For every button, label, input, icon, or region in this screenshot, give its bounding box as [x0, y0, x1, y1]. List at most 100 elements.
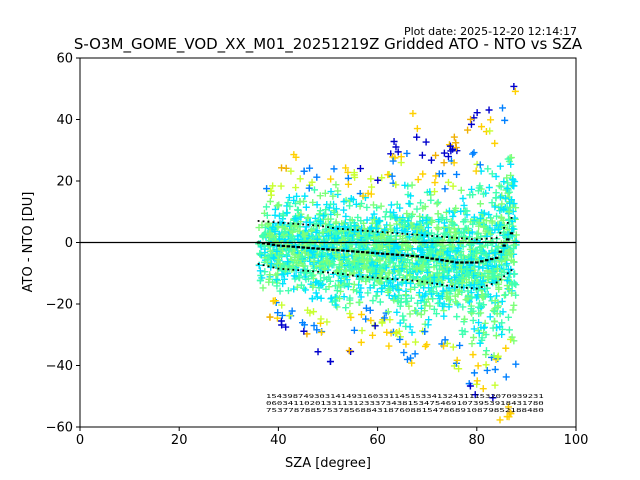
scatter-point: [400, 349, 408, 357]
scatter-point: [440, 269, 448, 277]
scatter-point: [357, 311, 365, 319]
scatter-point: [356, 165, 364, 173]
scatter-point: [417, 264, 425, 272]
scatter-point: [290, 265, 298, 273]
scatter-point: [355, 232, 363, 240]
scatter-point: [370, 281, 378, 289]
scatter-point: [384, 288, 392, 296]
scatter-point: [491, 249, 499, 257]
scatter-point: [450, 273, 458, 281]
mean-marker: [375, 252, 380, 255]
scatter-point: [472, 167, 480, 175]
scatter-point: [357, 284, 365, 292]
std-lower-marker: [406, 279, 409, 282]
scatter-point: [508, 281, 516, 289]
scatter-point: [372, 239, 380, 247]
scatter-point: [381, 226, 389, 234]
scatter-point: [292, 153, 300, 161]
scatter-point: [499, 308, 507, 316]
scatter-point: [469, 220, 477, 228]
scatter-point: [279, 212, 287, 220]
scatter-point: [265, 222, 273, 230]
scatter-point: [271, 205, 279, 213]
scatter-point: [296, 198, 304, 206]
scatter-point: [470, 325, 478, 333]
mean-marker: [380, 252, 385, 255]
scatter-point: [369, 297, 377, 305]
scatter-point: [277, 182, 285, 190]
scatter-point: [406, 233, 414, 241]
scatter-point: [497, 183, 505, 191]
std-upper-marker: [446, 236, 448, 239]
scatter-point: [511, 87, 519, 95]
std-upper-marker: [297, 223, 300, 225]
scatter-point: [324, 215, 332, 223]
scatter-point: [508, 333, 516, 341]
scatter-point: [369, 331, 377, 339]
scatter-point: [488, 239, 496, 247]
scatter-point: [337, 287, 345, 295]
scatter-point: [505, 270, 513, 278]
scatter-point: [493, 235, 501, 243]
mean-marker: [301, 246, 305, 249]
std-lower-marker: [267, 265, 270, 268]
scatter-point: [276, 287, 284, 295]
scatter-point: [479, 385, 487, 393]
scatter-point: [480, 223, 488, 231]
scatter-point: [408, 359, 416, 367]
scatter-point: [347, 195, 355, 203]
scatter-point: [335, 281, 343, 289]
scatter-point: [273, 247, 281, 255]
scatter-point: [401, 218, 409, 226]
scatter-point: [413, 125, 421, 133]
scatter-point: [314, 348, 322, 356]
scatter-point: [287, 167, 295, 175]
std-upper-marker: [441, 235, 443, 238]
scatter-point: [424, 295, 432, 303]
scatter-point: [380, 234, 388, 242]
mean-marker: [410, 254, 415, 258]
scatter-point: [444, 153, 452, 161]
scatter-point: [309, 233, 317, 241]
scatter-point: [473, 246, 481, 254]
scatter-point: [469, 351, 477, 359]
scatter-point: [393, 242, 401, 250]
scatter-point: [408, 328, 416, 336]
scatter-point: [441, 219, 449, 227]
scatter-point: [496, 193, 504, 201]
scatter-point: [504, 273, 512, 281]
scatter-point: [482, 251, 490, 259]
scatter-point: [406, 354, 414, 362]
scatter-point: [425, 288, 433, 296]
scatter-point: [450, 133, 458, 141]
scatter-point: [489, 394, 497, 402]
std-upper-marker: [292, 222, 295, 225]
scatter-point: [374, 245, 382, 253]
scatter-point: [445, 275, 453, 283]
std-upper-marker: [475, 238, 478, 241]
std-lower-marker: [351, 274, 354, 277]
scatter-point: [480, 323, 488, 331]
std-lower-marker: [495, 281, 498, 284]
scatter-point: [301, 192, 309, 200]
scatter-point: [484, 165, 492, 173]
scatter-point: [362, 315, 370, 323]
mean-marker: [425, 256, 429, 259]
scatter-point: [444, 178, 452, 186]
std-lower-marker: [401, 278, 404, 281]
scatter-point: [462, 296, 470, 304]
scatter-point: [447, 228, 455, 236]
scatter-point: [276, 251, 284, 259]
scatter-point: [321, 225, 329, 233]
scatter-point: [330, 270, 338, 278]
scatter-point: [449, 243, 457, 251]
scatter-point: [415, 289, 423, 297]
scatter-point: [376, 298, 384, 306]
scatter-point: [371, 322, 379, 330]
std-lower-marker: [262, 264, 265, 267]
mean-marker: [370, 251, 375, 254]
scatter-point: [266, 198, 274, 206]
scatter-point: [363, 234, 371, 242]
scatter-point: [382, 275, 390, 283]
